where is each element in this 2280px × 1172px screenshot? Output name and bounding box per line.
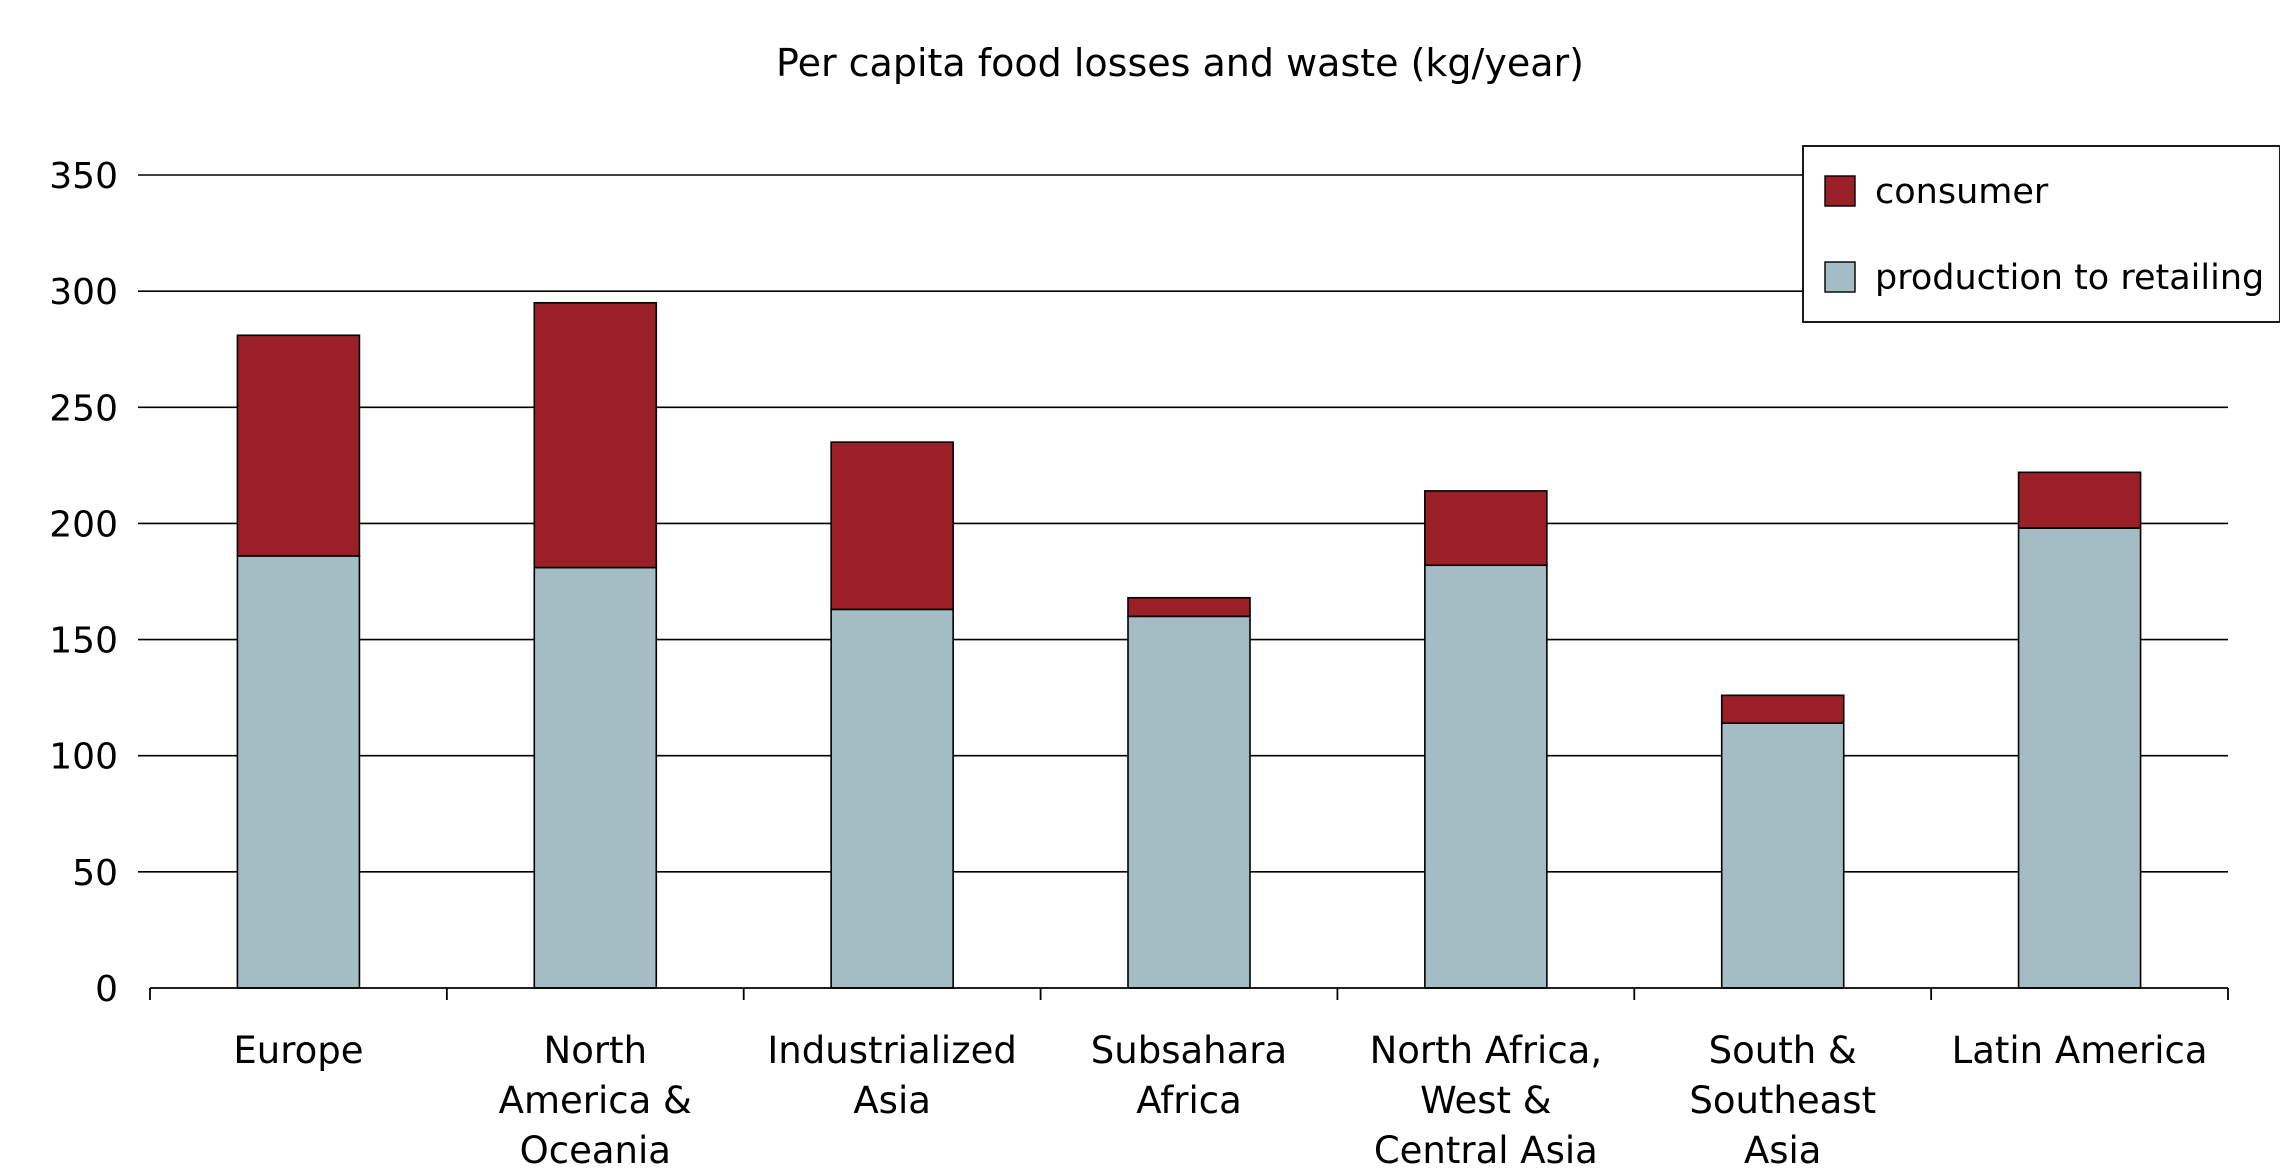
bar-production-to-retailing [1424, 564, 1548, 989]
x-tick-label: Industrialized Asia [767, 1029, 1016, 1122]
bar-consumer [1424, 490, 1548, 567]
bar-consumer [830, 441, 954, 611]
legend: consumer production to retailing [1802, 145, 2280, 323]
x-axis [149, 987, 2229, 1000]
bar-production-to-retailing [1127, 615, 1251, 989]
y-tick-label: 250 [49, 388, 118, 429]
x-axis-labels: Europe North America & Oceania Industrialize… [233, 1029, 2207, 1172]
x-tick-label: Latin America [1952, 1029, 2208, 1072]
y-tick-label: 200 [49, 504, 118, 545]
x-tick-label: North Africa, West & Central Asia [1370, 1029, 1603, 1172]
bar-consumer [533, 301, 658, 569]
bar-production-to-retailing [236, 555, 361, 989]
y-tick-label: 0 [95, 969, 118, 1010]
x-tick-label: South & Southeast Asia [1689, 1029, 1876, 1172]
bar-production-to-retailing [830, 608, 954, 989]
legend-swatch-consumer [1824, 175, 1856, 207]
bar-consumer [1720, 694, 1845, 724]
bar-consumer [2017, 471, 2142, 529]
legend-box [1802, 145, 2280, 323]
x-tick-label: North America & Oceania [499, 1029, 692, 1172]
bar-production-to-retailing [1720, 722, 1845, 989]
y-tick-label: 350 [49, 156, 118, 197]
bars [236, 301, 2142, 989]
bar-production-to-retailing [533, 566, 658, 989]
y-tick-label: 100 [49, 737, 118, 778]
chart-title: Per capita food losses and waste (kg/yea… [776, 41, 1584, 85]
bar-consumer [1127, 596, 1251, 618]
bar-consumer [236, 334, 361, 557]
x-tick-label: Europe [233, 1029, 363, 1072]
legend-swatch-production [1824, 261, 1856, 293]
y-axis-ticks: 0 50 100 150 200 250 300 350 [49, 156, 118, 1010]
y-tick-label: 300 [49, 272, 118, 313]
legend-label: production to retailing [1875, 258, 2264, 298]
bar-production-to-retailing [2017, 527, 2142, 989]
y-tick-label: 150 [49, 621, 118, 662]
legend-label: consumer [1875, 172, 2049, 212]
x-tick-label: Subsahara Africa [1091, 1029, 1287, 1122]
y-tick-label: 50 [72, 853, 118, 894]
